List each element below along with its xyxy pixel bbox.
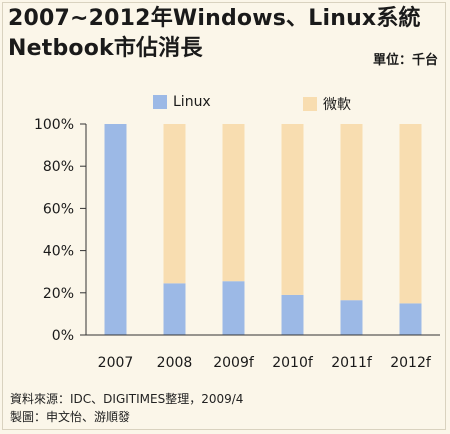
bar-linux-2012f xyxy=(399,303,422,335)
bar-linux-2010f xyxy=(281,294,304,335)
legend-item-microsoft: 微軟 xyxy=(303,94,351,114)
bar-microsoft-2011f xyxy=(340,124,363,301)
legend-swatch-microsoft xyxy=(303,97,317,111)
y-tick-label-60%: 60% xyxy=(43,201,74,217)
y-axis-ticks: 0% 20% 40% 60% 80% 100% xyxy=(34,117,86,344)
source-note: 資料來源：IDC、DIGITIMES整理，2009/4 xyxy=(10,392,244,406)
legend-swatch-linux xyxy=(153,95,167,109)
bar-microsoft-2009f xyxy=(222,124,245,282)
x-tick-label-2011f: 2011f xyxy=(331,355,373,371)
legend-item-linux: Linux xyxy=(153,94,211,110)
y-tick-label-20%: 20% xyxy=(43,286,74,302)
chart-frame xyxy=(2,2,446,430)
y-tick-label-100%: 100% xyxy=(34,117,74,133)
x-tick-label-2012f: 2012f xyxy=(390,355,432,371)
bar-microsoft-2012f xyxy=(399,124,422,304)
bar-microsoft-2010f xyxy=(281,124,304,295)
footer: 資料來源：IDC、DIGITIMES整理，2009/4 製圖：申文怡、游順發 xyxy=(10,390,243,426)
legend-label-linux: Linux xyxy=(173,94,211,110)
x-tick-label-2007: 2007 xyxy=(98,355,134,371)
legend: Linux 微軟 xyxy=(0,94,450,114)
x-axis-ticks: 2007 2008 2009f 2010f 2011f 2012f xyxy=(98,355,432,371)
bar-linux-2011f xyxy=(340,300,363,335)
credit-note: 製圖：申文怡、游順發 xyxy=(10,410,131,424)
unit-label: 單位：千台 xyxy=(372,53,438,68)
bar-linux-2008 xyxy=(163,283,186,335)
bar-linux-2007 xyxy=(104,124,127,335)
y-tick-label-40%: 40% xyxy=(43,244,74,260)
title-line-2: Netbook市佔消長 xyxy=(8,36,203,61)
y-tick-label-80%: 80% xyxy=(43,159,74,175)
bar-linux-2009f xyxy=(222,281,245,335)
x-tick-label-2010f: 2010f xyxy=(272,355,314,371)
bar-microsoft-2008 xyxy=(163,124,186,284)
x-tick-label-2009f: 2009f xyxy=(213,355,255,371)
y-tick-label-0%: 0% xyxy=(52,328,74,344)
legend-label-microsoft: 微軟 xyxy=(323,97,351,113)
chart-title: 2007~2012年Windows、Linux系統 Netbook市佔消長 xyxy=(8,4,448,64)
title-line-1: 2007~2012年Windows、Linux系統 xyxy=(8,6,421,31)
x-tick-label-2008: 2008 xyxy=(157,355,193,371)
bars-group xyxy=(104,124,422,335)
